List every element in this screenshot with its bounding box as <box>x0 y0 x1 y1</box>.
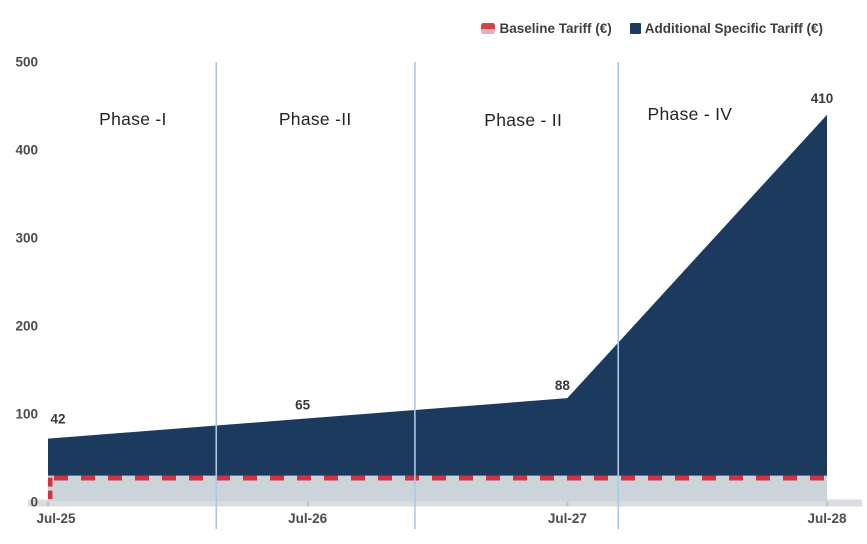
data-label: 42 <box>50 412 65 427</box>
y-axis-tick-label: 100 <box>15 407 38 422</box>
chart-legend: Baseline Tariff (€) Additional Specific … <box>481 21 823 36</box>
phase-label: Phase - IV <box>648 104 733 124</box>
x-axis-tick-label: Jul-26 <box>288 511 328 526</box>
data-label: 410 <box>811 91 834 106</box>
x-axis-tick <box>306 501 309 507</box>
legend-label-additional: Additional Specific Tariff (€) <box>644 21 823 36</box>
y-axis-tick-label: 300 <box>15 231 38 246</box>
additional-tariff-area[interactable] <box>48 114 827 476</box>
y-axis-tick-label: 200 <box>15 319 38 334</box>
legend-label-baseline: Baseline Tariff (€) <box>499 21 612 36</box>
x-axis-line <box>28 499 862 507</box>
phase-label: Phase - II <box>484 110 562 130</box>
x-axis-tick <box>47 501 50 507</box>
additional-tariff-swatch-icon <box>629 23 641 34</box>
phase-label: Phase -I <box>99 109 167 129</box>
x-axis-tick-label: Jul-28 <box>807 511 847 526</box>
x-axis-tick <box>566 501 569 507</box>
y-axis-tick-label: 500 <box>15 55 38 70</box>
legend-item-baseline-tariff[interactable]: Baseline Tariff (€) <box>481 21 612 36</box>
phase-label: Phase -II <box>279 109 352 129</box>
y-axis-tick-label: 0 <box>30 495 38 510</box>
x-axis-tick <box>826 501 829 507</box>
data-label: 65 <box>295 397 311 412</box>
baseline-tariff-swatch-icon <box>481 23 496 34</box>
data-label: 88 <box>555 378 571 393</box>
x-axis-tick-label: Jul-27 <box>548 511 587 526</box>
x-axis-tick-label: Jul-25 <box>36 511 76 526</box>
legend-item-additional-tariff[interactable]: Additional Specific Tariff (€) <box>629 21 823 36</box>
y-axis-tick-label: 400 <box>15 143 38 158</box>
